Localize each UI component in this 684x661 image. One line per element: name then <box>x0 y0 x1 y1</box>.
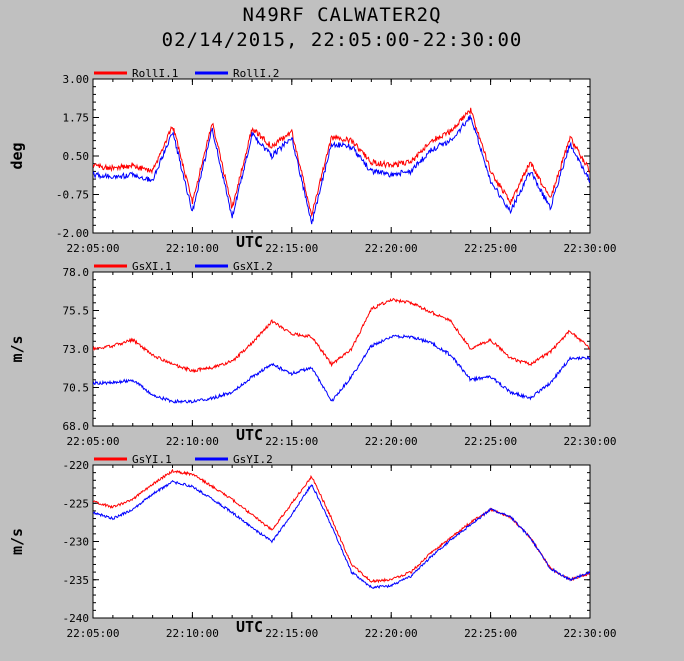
y-tick-label: -230 <box>63 536 90 549</box>
legend-label-1: GsXI.1 <box>132 260 172 273</box>
y-tick-label: 75.5 <box>63 305 90 318</box>
y-tick-label: 0.50 <box>63 150 90 163</box>
y-tick-label: -225 <box>63 497 90 510</box>
x-tick-label: 22:10:00 <box>166 435 219 448</box>
series-line-2 <box>93 479 590 589</box>
x-tick-label: 22:15:00 <box>265 242 318 255</box>
x-tick-label: 22:20:00 <box>365 435 418 448</box>
x-tick-label: 22:30:00 <box>564 627 617 640</box>
y-tick-label: 1.75 <box>63 112 90 125</box>
y-tick-label: 3.00 <box>63 73 90 86</box>
plot-area <box>92 271 591 427</box>
x-tick-label: 22:10:00 <box>166 242 219 255</box>
chart-subtitle: 02/14/2015, 22:05:00-22:30:00 <box>161 29 523 51</box>
x-tick-label: 22:30:00 <box>564 435 617 448</box>
y-tick-label: 73.0 <box>63 343 90 356</box>
x-axis-label: UTC <box>236 426 263 444</box>
y-tick-label: 68.0 <box>63 420 90 433</box>
panel-2: 78.0 75.5 73.0 70.5 68.0 22:05:00 22:10:00 22:1… <box>8 260 616 448</box>
y-tick-label: 70.5 <box>63 382 90 395</box>
x-tick-label: 22:20:00 <box>365 242 418 255</box>
y-axis-label: m/s <box>8 335 26 362</box>
plot-area <box>92 78 591 234</box>
series-line-2 <box>93 115 590 225</box>
x-tick-label: 22:05:00 <box>67 242 120 255</box>
x-tick-label: 22:25:00 <box>464 627 517 640</box>
x-axis-label: UTC <box>236 233 263 251</box>
x-tick-label: 22:20:00 <box>365 627 418 640</box>
x-tick-label: 22:25:00 <box>464 435 517 448</box>
series-line-2 <box>93 333 590 404</box>
x-tick-label: 22:05:00 <box>67 627 120 640</box>
legend-label-1: GsYI.1 <box>132 453 172 466</box>
y-tick-label: -2.00 <box>56 227 89 240</box>
x-tick-label: 22:30:00 <box>564 242 617 255</box>
y-axis-label: m/s <box>8 528 26 555</box>
x-tick-label: 22:10:00 <box>166 627 219 640</box>
x-tick-label: 22:05:00 <box>67 435 120 448</box>
y-tick-label: -235 <box>63 574 90 587</box>
y-axis-label: deg <box>8 142 26 169</box>
panel-3: -220 -225 -230 -235 -240 22:05:00 22:10:00 22:1… <box>8 453 616 640</box>
x-tick-label: 22:25:00 <box>464 242 517 255</box>
panel-1: 3.00 1.75 0.50 -0.75 -2.00 22:05:00 22:10:00 22… <box>8 67 616 255</box>
x-tick-label: 22:15:00 <box>265 435 318 448</box>
chart-title: N49RF CALWATER2Q <box>242 4 442 26</box>
series-line-1 <box>93 297 590 374</box>
x-tick-label: 22:15:00 <box>265 627 318 640</box>
legend-label-2: GsXI.2 <box>233 260 273 273</box>
y-tick-label: -240 <box>63 612 90 625</box>
legend-label-2: GsYI.2 <box>233 453 273 466</box>
x-axis-label: UTC <box>236 618 263 636</box>
series-line-1 <box>93 107 590 218</box>
y-tick-label: -220 <box>63 459 90 472</box>
legend-label-1: RollI.1 <box>132 67 178 80</box>
y-tick-label: -0.75 <box>56 189 89 202</box>
y-tick-label: 78.0 <box>63 266 90 279</box>
legend-label-2: RollI.2 <box>233 67 279 80</box>
